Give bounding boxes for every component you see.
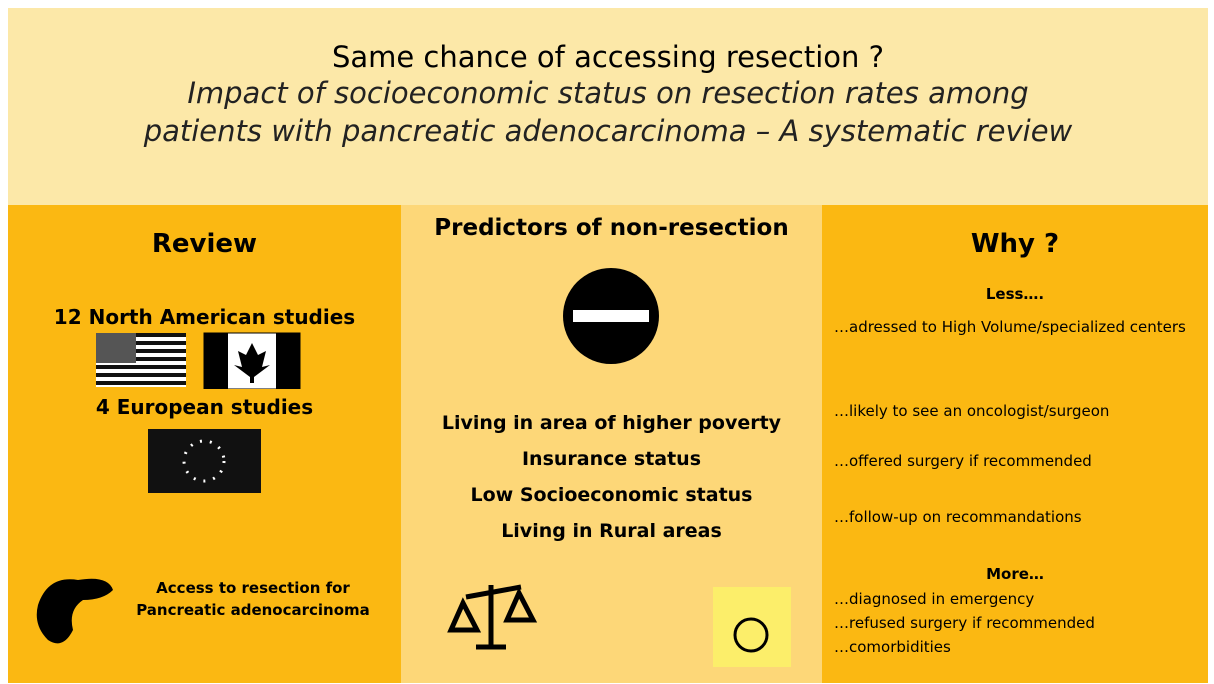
reason: …refused surgery if recommended bbox=[834, 614, 1095, 632]
less-heading: Less…. bbox=[985, 285, 1045, 303]
subtitle: Impact of socioeconomic status on resect… bbox=[187, 76, 1029, 110]
header: Same chance of accessing resection ? Imp… bbox=[8, 8, 1208, 205]
reason: …adressed to High Volume/specialized cen… bbox=[834, 318, 1186, 336]
eu-flag bbox=[148, 429, 261, 493]
predictor: Low Socioeconomic status bbox=[470, 484, 753, 506]
scales-icon bbox=[447, 584, 538, 650]
reason: …follow-up on recommandations bbox=[834, 508, 1082, 526]
reason: …offered surgery if recommended bbox=[834, 452, 1092, 470]
predictor: Living in Rural areas bbox=[501, 520, 722, 542]
pancreas-icon bbox=[36, 578, 113, 644]
icons bbox=[447, 584, 791, 667]
text: Pancreatic adenocarcinoma bbox=[136, 601, 370, 619]
text: Access to resection for bbox=[156, 579, 350, 597]
predictors-column: Predictors of non-resection Living in ar… bbox=[401, 205, 822, 683]
reason: …comorbidities bbox=[834, 638, 951, 656]
more-heading: More… bbox=[986, 565, 1044, 583]
us-flag bbox=[96, 333, 186, 387]
title: Same chance of accessing resection ? bbox=[331, 40, 885, 74]
why-column: Why ? Less…. …adressed to High Volume/sp… bbox=[822, 205, 1208, 683]
poverty-icon bbox=[713, 587, 791, 667]
predictor: Living in area of higher poverty bbox=[441, 412, 782, 434]
predictor-list: Living in area of higher poverty Insuranc… bbox=[401, 405, 822, 549]
no-entry-icon bbox=[563, 268, 659, 364]
canada-flag bbox=[203, 332, 301, 389]
review-column: Review 12 North American studies 4 Europ… bbox=[8, 205, 401, 683]
flags bbox=[96, 332, 301, 389]
column-title: Why ? bbox=[970, 229, 1060, 259]
access-text: Access to resection for Pancreatic adeno… bbox=[118, 577, 388, 621]
predictor: Insurance status bbox=[521, 448, 702, 470]
label: 4 European studies bbox=[95, 395, 314, 419]
subtitle: patients with pancreatic adenocarcinoma … bbox=[143, 114, 1073, 148]
column-title: Review bbox=[151, 229, 258, 259]
column-title: Predictors of non-resection bbox=[434, 215, 789, 241]
reason: …likely to see an oncologist/surgeon bbox=[834, 402, 1110, 420]
label: 12 North American studies bbox=[53, 305, 356, 329]
reason: …diagnosed in emergency bbox=[834, 590, 1035, 608]
